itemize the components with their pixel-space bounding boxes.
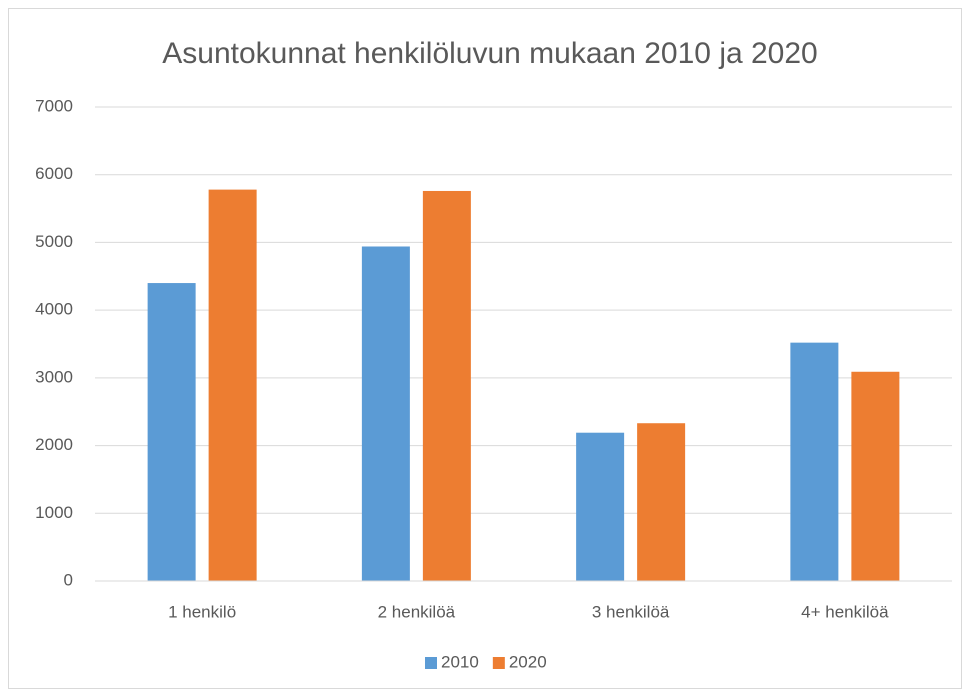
y-tick-label: 5000 bbox=[35, 232, 73, 251]
bar bbox=[147, 283, 196, 581]
y-tick-label: 4000 bbox=[35, 300, 73, 319]
bar bbox=[208, 189, 257, 581]
bar bbox=[790, 342, 839, 581]
bar bbox=[576, 432, 625, 581]
x-tick-label: 1 henkilö bbox=[168, 602, 236, 621]
x-tick-label: 4+ henkilöä bbox=[801, 602, 889, 621]
y-tick-label: 0 bbox=[64, 570, 73, 589]
legend-swatch bbox=[492, 657, 505, 669]
bar bbox=[637, 423, 686, 581]
x-tick-label: 2 henkilöä bbox=[378, 602, 456, 621]
bar bbox=[422, 190, 471, 582]
chart-title: Asuntokunnat henkilöluvun mukaan 2010 ja… bbox=[162, 37, 818, 70]
x-tick-label: 3 henkilöä bbox=[592, 602, 670, 621]
y-tick-label: 7000 bbox=[35, 96, 73, 115]
y-tick-label: 2000 bbox=[35, 435, 73, 454]
y-tick-label: 6000 bbox=[35, 164, 73, 183]
legend-swatch bbox=[425, 657, 437, 669]
legend-label: 2020 bbox=[509, 652, 547, 671]
y-tick-label: 1000 bbox=[35, 503, 73, 522]
bar bbox=[851, 371, 900, 581]
legend-label: 2010 bbox=[441, 652, 479, 671]
y-tick-label: 3000 bbox=[35, 367, 73, 386]
bar bbox=[361, 246, 410, 581]
